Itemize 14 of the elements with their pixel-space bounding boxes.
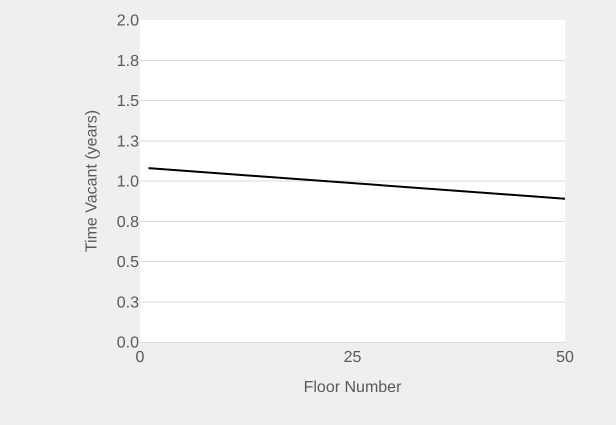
y-tick-label: 0.8 <box>116 214 140 231</box>
y-axis-title: Time Vacant (years) <box>84 110 101 252</box>
x-tick-label: 0 <box>136 349 145 366</box>
y-tick-label: 0.5 <box>116 254 140 272</box>
y-tick-label: 1.0 <box>116 174 140 191</box>
y-tick-label: 1.3 <box>116 133 140 150</box>
x-tick-label: 50 <box>556 349 574 366</box>
x-tick-label: 25 <box>344 349 362 366</box>
y-tick-label: 0.3 <box>116 294 140 312</box>
y-tick-label: 1.8 <box>116 52 140 70</box>
y-tick-label: 1.5 <box>116 93 140 110</box>
y-tick-label: 0.0 <box>116 334 140 352</box>
x-axis-title: Floor Number <box>304 378 402 396</box>
y-tick-label: 2.0 <box>116 12 140 30</box>
